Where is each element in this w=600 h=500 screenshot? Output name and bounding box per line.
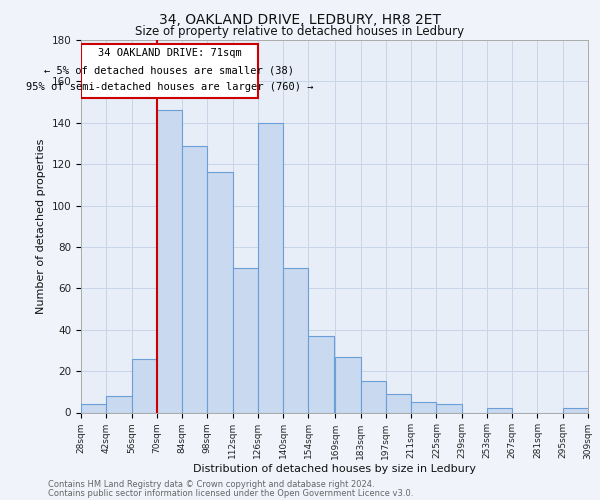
Text: Contains public sector information licensed under the Open Government Licence v3: Contains public sector information licen…	[48, 488, 413, 498]
Bar	[411, 402, 436, 412]
Bar	[563, 408, 588, 412]
Bar	[308, 336, 334, 412]
Text: Size of property relative to detached houses in Ledbury: Size of property relative to detached ho…	[136, 25, 464, 38]
Bar	[81, 404, 106, 412]
Text: Contains HM Land Registry data © Crown copyright and database right 2024.: Contains HM Land Registry data © Crown c…	[48, 480, 374, 489]
Bar	[335, 356, 361, 412]
Text: 34, OAKLAND DRIVE, LEDBURY, HR8 2ET: 34, OAKLAND DRIVE, LEDBURY, HR8 2ET	[159, 12, 441, 26]
Bar	[131, 358, 157, 412]
Text: 34 OAKLAND DRIVE: 71sqm: 34 OAKLAND DRIVE: 71sqm	[98, 48, 241, 58]
Bar	[386, 394, 411, 412]
Bar	[182, 146, 207, 412]
FancyBboxPatch shape	[81, 44, 258, 98]
Bar	[283, 268, 308, 412]
Bar	[233, 268, 258, 412]
Bar	[361, 382, 386, 412]
Bar	[157, 110, 182, 412]
Bar	[207, 172, 233, 412]
X-axis label: Distribution of detached houses by size in Ledbury: Distribution of detached houses by size …	[193, 464, 476, 474]
Y-axis label: Number of detached properties: Number of detached properties	[36, 138, 46, 314]
Bar	[487, 408, 512, 412]
Bar	[436, 404, 462, 412]
Bar	[106, 396, 131, 412]
Bar	[258, 123, 283, 412]
Text: 95% of semi-detached houses are larger (760) →: 95% of semi-detached houses are larger (…	[26, 82, 313, 92]
Text: ← 5% of detached houses are smaller (38): ← 5% of detached houses are smaller (38)	[44, 65, 295, 75]
